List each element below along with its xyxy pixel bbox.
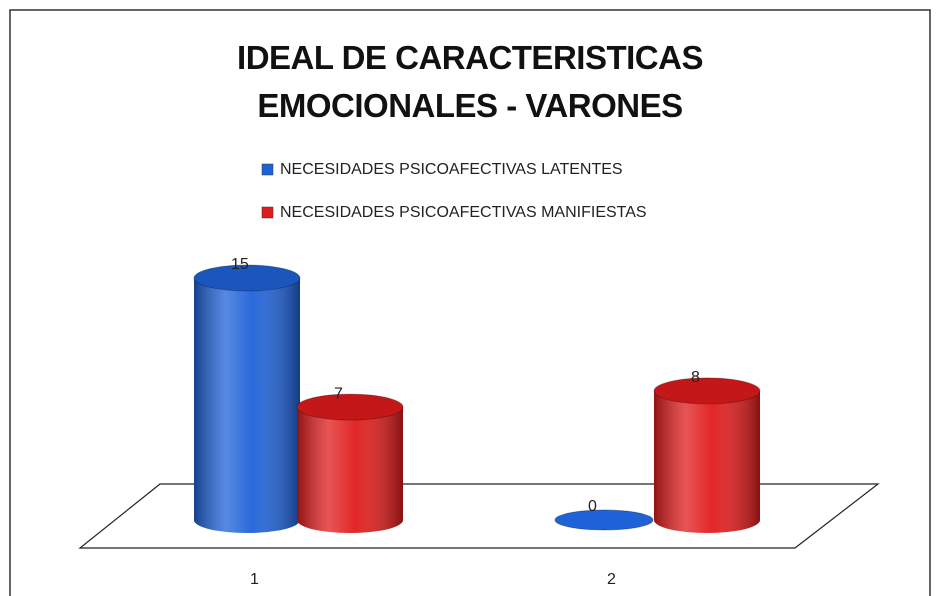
bar xyxy=(296,393,404,533)
bar-top xyxy=(554,509,654,531)
bar xyxy=(653,377,761,533)
bar-top-shading xyxy=(297,394,403,421)
data-label: 8 xyxy=(691,369,700,386)
chart-title: IDEAL DE CARACTERISTICAS EMOCIONALES - V… xyxy=(237,39,703,124)
bar-shading xyxy=(654,390,760,533)
legend-label: NECESIDADES PSICOAFECTIVAS LATENTES xyxy=(280,161,623,178)
bar-shading xyxy=(194,278,300,533)
data-label: 7 xyxy=(334,385,343,402)
bar-top xyxy=(653,377,761,405)
x-tick-label: 2 xyxy=(607,571,616,588)
bar-shading xyxy=(297,407,403,533)
data-label: 15 xyxy=(231,256,249,273)
bar xyxy=(193,264,301,533)
bar-top xyxy=(193,264,301,292)
legend-label: NECESIDADES PSICOAFECTIVAS MANIFIESTAS xyxy=(280,204,647,221)
legend-swatch xyxy=(261,206,274,219)
bar-top-shading xyxy=(194,265,300,291)
legend-swatch xyxy=(261,163,274,176)
bar-top-shading xyxy=(654,377,760,404)
chart-border xyxy=(9,9,931,596)
bar xyxy=(554,509,654,531)
x-tick-label: 1 xyxy=(250,571,259,588)
data-label: 0 xyxy=(588,498,597,515)
bar-top xyxy=(296,393,404,421)
